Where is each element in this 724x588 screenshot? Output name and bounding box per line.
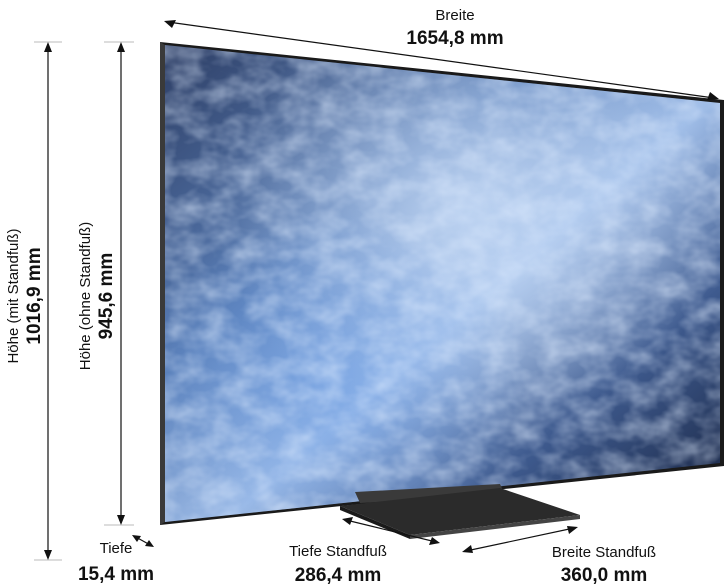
height-without-stand-label: Höhe (ohne Standfuß) [77,222,94,370]
width-label: Breite [435,7,474,24]
depth-label: Tiefe [100,540,133,557]
stand-depth-label: Tiefe Standfuß [289,543,387,560]
height-with-stand-dimension [34,41,62,561]
stand-width-value: 360,0 mm [561,565,648,586]
tv-side-edge [160,42,165,525]
stand-width-label: Breite Standfuß [552,544,656,561]
width-dimension [164,20,719,100]
stand-depth-value: 286,4 mm [295,565,382,586]
height-without-stand-value: 945,6 mm [96,253,117,340]
height-without-stand-dimension [104,41,134,526]
depth-dimension [132,535,154,547]
stand-width-dimension [462,526,578,553]
tv-screen [165,45,720,522]
width-value: 1654,8 mm [406,28,503,49]
stand-depth-dimension [342,517,440,545]
tv-stand [340,484,580,539]
height-with-stand-label: Höhe (mit Standfuß) [5,228,22,363]
height-with-stand-value: 1016,9 mm [24,247,45,344]
depth-value: 15,4 mm [78,564,154,585]
